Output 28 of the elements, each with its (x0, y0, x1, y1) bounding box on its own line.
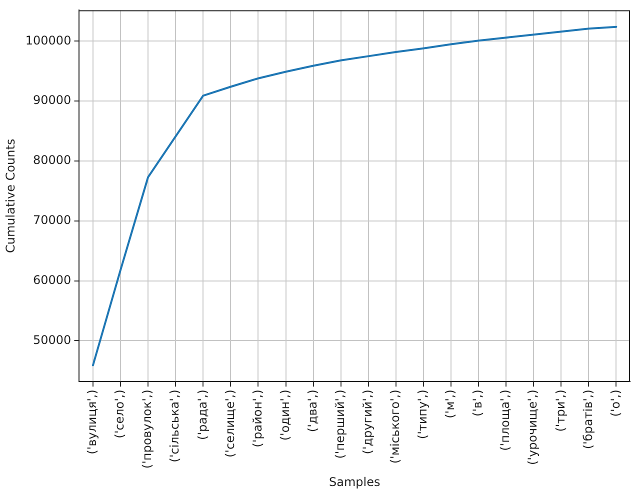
y-tick-label: 80000 (33, 153, 72, 168)
y-axis-title: Cumulative Counts (3, 138, 18, 253)
x-tick-label: ('провулок',) (140, 390, 154, 469)
x-tick-label: ('міського',) (388, 390, 402, 464)
x-axis-title: Samples (328, 474, 380, 489)
x-tick-label: ('перший',) (332, 390, 347, 459)
x-tick-label: ('село',) (112, 390, 127, 438)
y-tick-label: 60000 (33, 272, 72, 287)
x-tick-label: ('о',) (608, 390, 622, 417)
y-tick-label: 50000 (33, 332, 72, 347)
y-tick-label: 70000 (33, 213, 72, 228)
x-tick-label: ('район',) (250, 390, 264, 448)
x-tick-label: ('два',) (305, 390, 320, 432)
x-tick-label: ('урочище',) (526, 390, 540, 466)
y-tick-label: 90000 (33, 93, 72, 108)
x-tick-label: ('селище',) (222, 390, 237, 458)
x-tick-label: ('три',) (553, 390, 568, 432)
x-tick-label: ('братів',) (580, 390, 595, 450)
x-tick-label: ('типу',) (416, 390, 430, 440)
x-tick-label: ('другий',) (360, 390, 374, 454)
x-tick-label: ('в',) (470, 390, 485, 416)
x-tick-label: ('площа',) (498, 390, 512, 451)
x-tick-label: ('сільська',) (168, 390, 182, 462)
x-tick-label: ('вулиця',) (85, 390, 100, 454)
y-tick-label: 100000 (25, 33, 72, 48)
x-tick-label: ('один',) (278, 390, 292, 441)
x-tick-label: ('рада',) (195, 390, 210, 440)
x-tick-label: ('м',) (443, 390, 458, 418)
